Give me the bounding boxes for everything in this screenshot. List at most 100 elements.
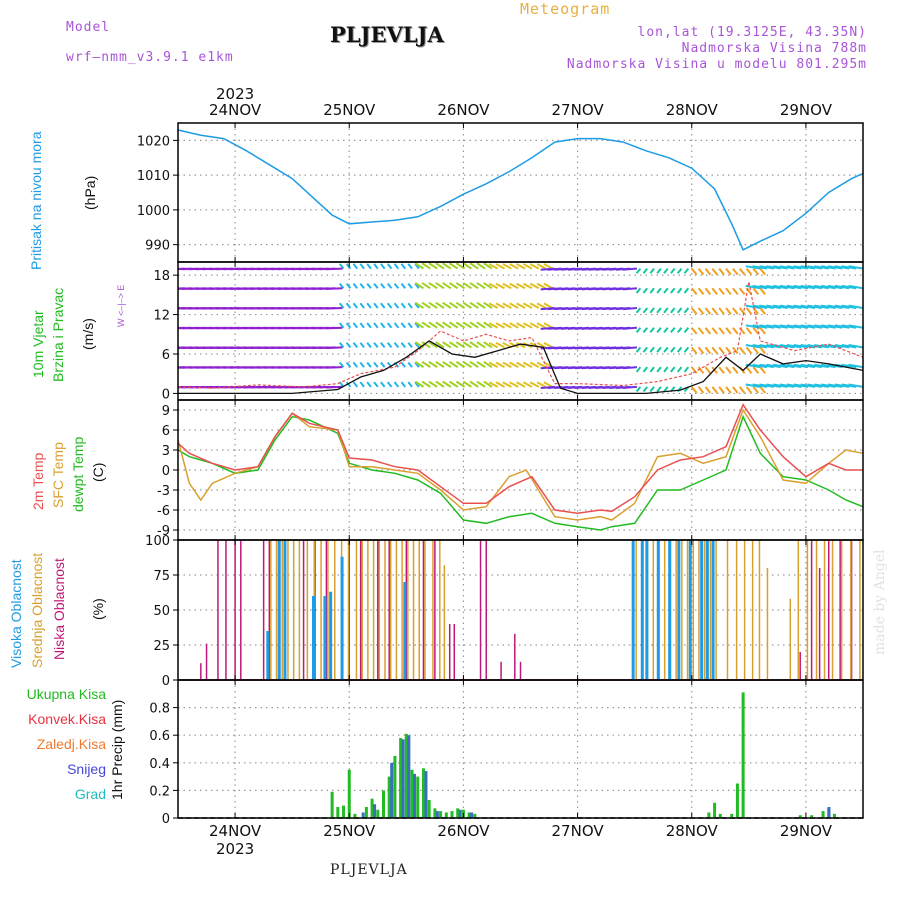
wind-arrow — [407, 282, 413, 289]
wind-arrow — [414, 321, 425, 329]
wind-arrow — [759, 284, 775, 290]
wind-arrow — [793, 344, 809, 349]
wind-arrow — [448, 321, 459, 329]
wind-arrow — [670, 287, 676, 294]
wind-arrow — [428, 262, 438, 270]
wind-arrow — [178, 367, 179, 369]
y-tick-label: 1000 — [137, 204, 170, 219]
wind-arrow — [352, 322, 359, 329]
wind-arrow — [773, 324, 788, 329]
wind-arrow — [516, 282, 526, 290]
precip-bar — [364, 806, 368, 818]
wind-arrow — [725, 386, 732, 394]
wind-arrow — [178, 327, 179, 329]
wind-arrow — [495, 263, 505, 270]
precip-bar — [376, 809, 380, 818]
wind-arrow — [455, 301, 466, 309]
wind-arrow — [469, 301, 479, 309]
wind-arrow — [635, 346, 642, 353]
wind-arrow — [435, 360, 445, 368]
precip-bar — [330, 791, 334, 818]
wind-arrow — [752, 346, 760, 355]
wind-arrow — [483, 282, 493, 290]
wind-arrow — [793, 363, 809, 369]
wind-arrow — [697, 267, 705, 276]
legend-freezing-rain: Zaledj.Kisa — [36, 736, 106, 752]
wind-arrow — [745, 265, 761, 270]
wind-arrow — [345, 322, 352, 329]
wind-arrow — [483, 321, 493, 329]
wind-arrow — [442, 301, 452, 309]
wind-arrow — [476, 380, 486, 388]
wind-arrow — [683, 267, 690, 274]
wind-arrow — [732, 287, 739, 296]
wind-arrow — [543, 322, 553, 329]
wind-arrow — [642, 307, 649, 314]
wind-arrow — [635, 267, 642, 274]
wind-arrow — [386, 263, 393, 270]
wind-arrow — [543, 282, 553, 290]
wind-arrow — [704, 346, 712, 355]
wind-arrow — [421, 301, 431, 309]
wind-arrow — [495, 361, 505, 369]
wind-arrow — [393, 381, 400, 388]
wind-arrow — [400, 381, 406, 388]
y-tick-label: 9 — [162, 404, 170, 419]
precip-bar — [347, 769, 351, 818]
wind-arrow — [635, 287, 642, 294]
wind-arrow — [773, 265, 788, 270]
wind-arrow — [325, 346, 343, 350]
wind-arrow — [670, 327, 676, 334]
wind-arrow — [380, 342, 386, 349]
wind-arrow — [529, 322, 540, 329]
legend-graupel: Grad — [74, 786, 106, 802]
wind-arrow — [476, 301, 486, 309]
wind-arrow — [820, 304, 836, 309]
wind-arrow — [366, 361, 372, 368]
wind-arrow — [455, 262, 466, 270]
wind-arrow — [663, 307, 669, 314]
y-tick-label: 25 — [153, 639, 170, 654]
wind-arrow — [642, 346, 649, 353]
precip-bar — [718, 813, 722, 818]
wind-arrow — [820, 363, 836, 369]
wind-arrow — [516, 381, 526, 388]
wind-arrow — [690, 386, 698, 394]
wind-arrow — [325, 326, 343, 330]
wind-arrow — [752, 366, 760, 374]
wind-arrow — [704, 327, 712, 335]
precip-bar — [416, 776, 420, 818]
wind-arrow — [670, 366, 676, 373]
wind-arrow — [793, 383, 809, 388]
wind-arrow — [807, 265, 823, 270]
wind-arrow — [704, 267, 712, 276]
wind-arrow — [352, 263, 359, 270]
wind-arrow — [386, 322, 393, 329]
wind-arrow — [529, 381, 540, 388]
x-tick-label-top: 28NOV — [666, 101, 719, 119]
wind-arrow — [745, 284, 761, 290]
precip-bar — [382, 790, 385, 818]
wind-arrow — [509, 282, 519, 290]
wind-arrow — [697, 346, 705, 355]
wind-arrow — [800, 344, 816, 349]
precip-bar — [798, 815, 802, 818]
wind-arrow — [663, 327, 669, 334]
wind-arrow — [649, 346, 655, 353]
wind-arrow — [462, 321, 472, 329]
wind-arrow — [786, 304, 802, 309]
wind-arrow — [455, 341, 466, 349]
wind-arrow — [622, 326, 638, 330]
wind-arrow — [745, 327, 753, 335]
wind-arrow — [428, 282, 438, 290]
precip-bar — [413, 773, 417, 818]
wind-arrow — [642, 287, 649, 294]
precip-bar — [427, 800, 431, 818]
wind-arrow — [421, 380, 431, 388]
x-tick-label-top: 25NOV — [323, 101, 376, 119]
wind-arrow — [752, 267, 760, 276]
wind-arrow — [325, 385, 343, 389]
legend-convective-rain: Konvek.Kisa — [28, 711, 106, 727]
wind-arrow — [807, 304, 823, 309]
y-tick-label: 50 — [153, 604, 170, 619]
